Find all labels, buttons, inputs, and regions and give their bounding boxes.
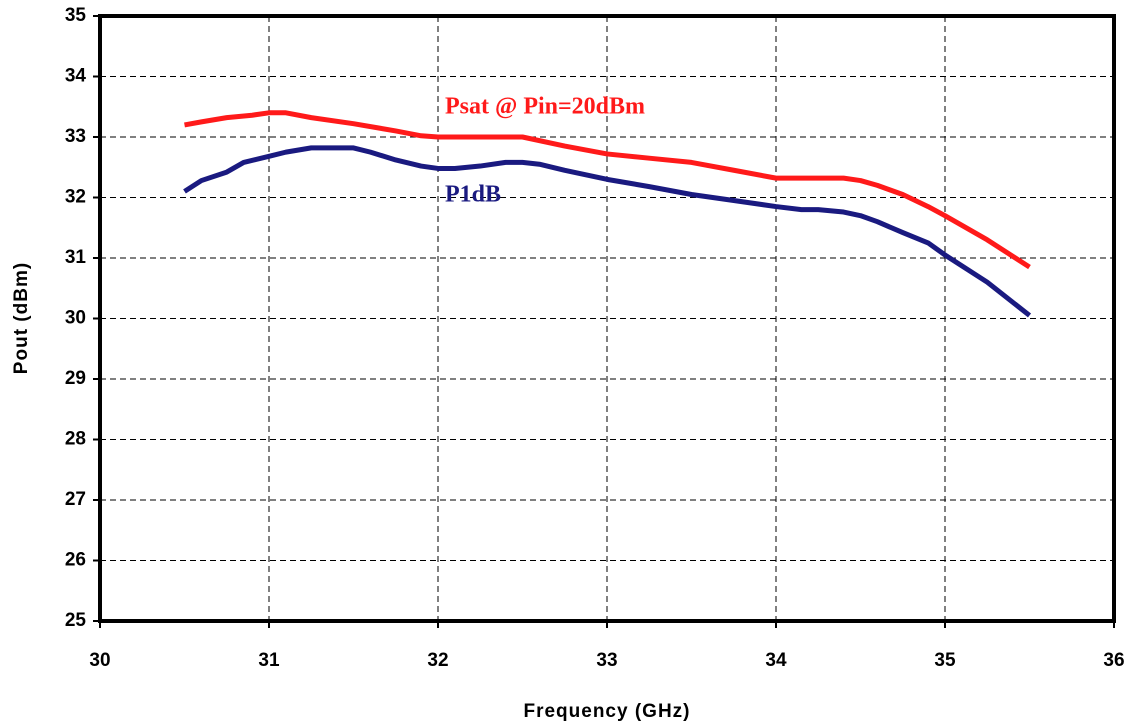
y-tick-label: 30 xyxy=(65,308,86,329)
y-tick-label: 31 xyxy=(65,247,87,268)
y-tick-label: 32 xyxy=(65,187,86,208)
x-axis-title: Frequency (GHz) xyxy=(523,701,690,722)
x-tick-label: 34 xyxy=(765,650,787,671)
y-axis-title: Pout (dBm) xyxy=(11,262,32,374)
x-tick-label: 30 xyxy=(89,650,110,671)
x-tick-label: 33 xyxy=(596,650,617,671)
series-label: P1dB xyxy=(445,182,501,208)
y-tick-label: 29 xyxy=(65,368,86,389)
y-tick-label: 25 xyxy=(65,610,87,631)
y-tick-label: 34 xyxy=(65,66,87,87)
x-tick-label: 32 xyxy=(427,650,448,671)
x-tick-label: 31 xyxy=(258,650,280,671)
series-line xyxy=(183,145,1032,318)
y-tick-label: 28 xyxy=(65,429,86,450)
series-label: Psat @ Pin=20dBm xyxy=(445,94,645,120)
y-tick-label: 35 xyxy=(65,5,87,26)
y-tick-label: 33 xyxy=(65,126,86,147)
x-tick-label: 36 xyxy=(1103,650,1124,671)
plot-frame xyxy=(98,14,1116,623)
y-tick-label: 27 xyxy=(65,489,86,510)
series-line xyxy=(184,110,1031,270)
x-tick-label: 35 xyxy=(934,650,956,671)
y-tick-label: 26 xyxy=(65,550,86,571)
